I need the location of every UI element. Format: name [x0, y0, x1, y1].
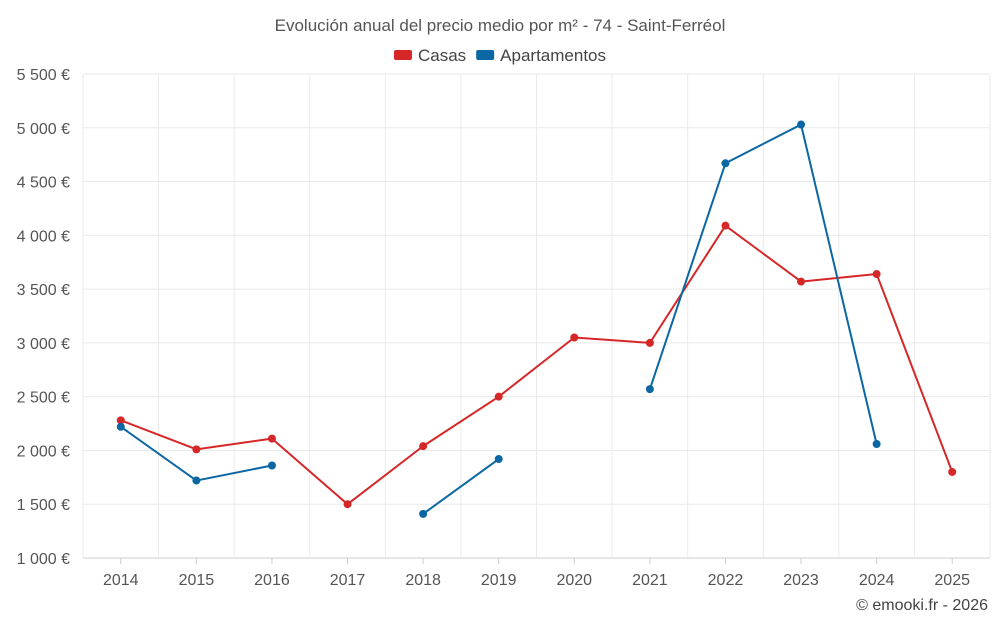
data-point-apartamentos — [419, 509, 428, 518]
series-apartamentos — [116, 120, 881, 518]
legend-label-apartamentos: Apartamentos — [500, 46, 606, 65]
legend-item-casas[interactable]: Casas — [393, 46, 466, 65]
data-point-casas — [948, 467, 957, 476]
data-point-casas — [343, 500, 352, 509]
y-tick-label: 3 500 € — [17, 282, 70, 299]
y-tick-label: 1 000 € — [17, 551, 70, 568]
y-axis: 1 000 € 1 500 € 2 000 € 2 500 € 3 000 € 3 500… — [17, 67, 70, 568]
y-tick-label: 4 000 € — [17, 228, 70, 245]
x-tick-label: 2025 — [934, 572, 970, 589]
x-tick-label: 2016 — [254, 572, 290, 589]
x-tick-label: 2023 — [783, 572, 819, 589]
legend: Casas Apartamentos — [393, 46, 606, 65]
x-tick-label: 2018 — [405, 572, 441, 589]
y-tick-label: 2 000 € — [17, 443, 70, 460]
y-tick-label: 4 500 € — [17, 175, 70, 192]
data-point-casas — [570, 333, 579, 342]
data-point-casas — [192, 445, 201, 454]
credit-text: © emooki.fr - 2026 — [856, 597, 988, 614]
data-point-casas — [645, 338, 654, 347]
chart-title: Evolución anual del precio medio por m² … — [275, 16, 726, 35]
data-point-casas — [494, 392, 503, 401]
data-point-apartamentos — [267, 461, 276, 470]
data-point-apartamentos — [872, 439, 881, 448]
y-tick-label: 5 000 € — [17, 121, 70, 138]
y-tick-label: 3 000 € — [17, 336, 70, 353]
x-axis: 2014 2015 2016 2017 2018 2019 2020 2021 2022 2023… — [103, 558, 970, 589]
data-point-apartamentos — [797, 120, 806, 129]
data-point-casas — [116, 416, 125, 425]
x-tick-label: 2020 — [556, 572, 592, 589]
x-tick-label: 2024 — [859, 572, 895, 589]
data-point-casas — [267, 434, 276, 443]
data-point-apartamentos — [192, 476, 201, 485]
x-tick-label: 2017 — [330, 572, 366, 589]
series-casas — [116, 221, 957, 509]
legend-swatch-apartamentos — [476, 50, 495, 60]
data-point-apartamentos — [721, 159, 730, 168]
y-tick-label: 2 500 € — [17, 390, 70, 407]
y-tick-label: 1 500 € — [17, 497, 70, 514]
data-point-casas — [419, 442, 428, 451]
data-point-apartamentos — [116, 422, 125, 431]
data-point-casas — [872, 270, 881, 279]
series-layer — [116, 120, 957, 518]
data-point-apartamentos — [645, 385, 654, 394]
grid — [82, 73, 991, 559]
legend-item-apartamentos[interactable]: Apartamentos — [476, 46, 606, 65]
x-tick-label: 2015 — [179, 572, 215, 589]
series-line-apartamentos — [120, 425, 273, 482]
x-tick-label: 2021 — [632, 572, 668, 589]
series-line-apartamentos — [648, 123, 878, 445]
series-line-casas — [120, 224, 954, 506]
x-tick-label: 2014 — [103, 572, 139, 589]
data-point-casas — [797, 277, 806, 286]
series-line-apartamentos — [422, 458, 500, 515]
x-tick-label: 2019 — [481, 572, 517, 589]
legend-label-casas: Casas — [418, 46, 466, 65]
data-point-casas — [721, 221, 730, 230]
legend-swatch-casas — [393, 50, 412, 60]
data-point-apartamentos — [494, 455, 503, 464]
y-tick-label: 5 500 € — [17, 67, 70, 84]
x-tick-label: 2022 — [708, 572, 744, 589]
